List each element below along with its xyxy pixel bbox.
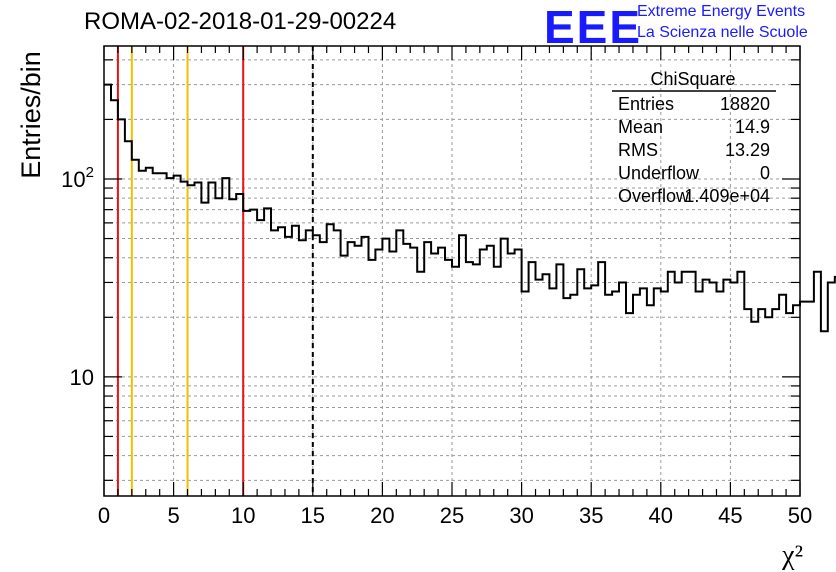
stats-rms-value: 13.29: [725, 140, 770, 160]
x-tick-label: 20: [370, 503, 394, 528]
stats-title: ChiSquare: [650, 69, 735, 89]
x-tick-label: 40: [649, 503, 673, 528]
x-tick-label: 30: [509, 503, 533, 528]
x-axis-label: χ²: [781, 540, 803, 571]
stats-overflow-value: 1.409e+04: [684, 186, 770, 206]
x-tick-label: 5: [167, 503, 179, 528]
org-name-line2: La Scienza nelle Scuole: [637, 24, 808, 41]
stats-entries-label: Entries: [618, 94, 674, 114]
stats-rms-label: RMS: [618, 140, 658, 160]
stats-mean-label: Mean: [618, 117, 663, 137]
stats-mean-value: 14.9: [735, 117, 770, 137]
marker-lines: [116, 46, 314, 496]
stats-entries-value: 18820: [720, 94, 770, 114]
x-tick-label: 10: [231, 503, 255, 528]
org-name-line1: Extreme Energy Events: [637, 3, 806, 20]
histogram-path: [104, 83, 836, 333]
x-tick-label: 50: [788, 503, 812, 528]
x-tick-label: 0: [98, 503, 110, 528]
stats-box: ChiSquare Entries 18820 Mean 14.9 RMS 13…: [612, 69, 776, 206]
x-tick-label: 35: [579, 503, 603, 528]
x-tick-label: 45: [718, 503, 742, 528]
stats-overflow-label: Overflow: [618, 186, 690, 206]
stats-underflow-value: 0: [760, 163, 770, 183]
x-tick-labels: 0 5 10 15 20 25 30 35 40 45 50: [98, 503, 812, 528]
axes: [103, 45, 801, 497]
x-tick-label: 25: [440, 503, 464, 528]
y-tick-label: 10: [70, 365, 94, 390]
y-tick-labels: 10 102: [61, 164, 94, 390]
x-tick-label: 15: [301, 503, 325, 528]
chart-title: ROMA-02-2018-01-29-00224: [84, 8, 397, 35]
y-axis-label: Entries/bin: [16, 51, 46, 179]
stats-underflow-label: Underflow: [618, 163, 700, 183]
y-tick-label: 102: [61, 164, 94, 192]
eee-logo: EEE: [544, 1, 643, 53]
